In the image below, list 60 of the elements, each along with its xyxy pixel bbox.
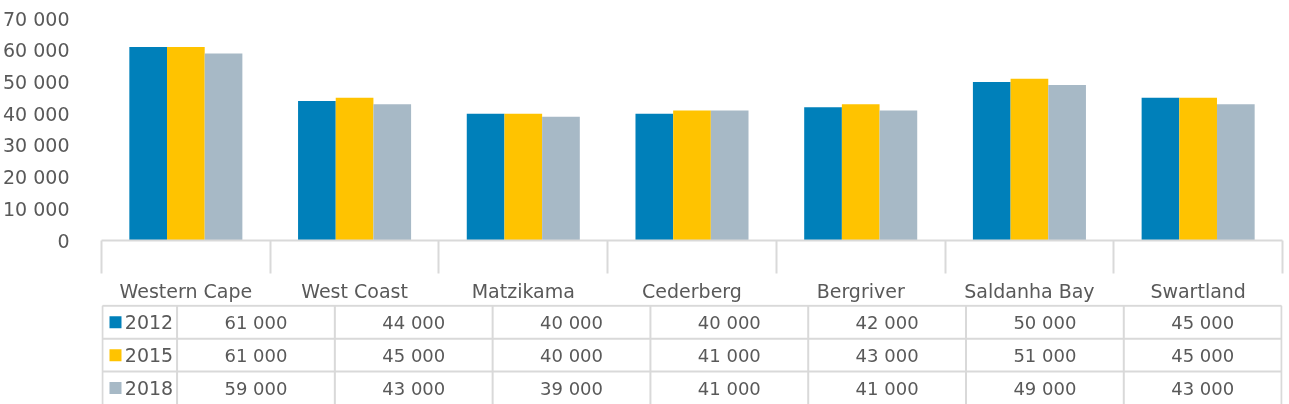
data-label: 41 000 — [697, 344, 761, 366]
data-label: 43 000 — [1171, 377, 1235, 399]
y-tick-label: 30 000 — [3, 134, 70, 157]
x-tick-label: Cederberg — [642, 279, 742, 302]
bar — [1216, 104, 1255, 241]
y-tick-label: 50 000 — [3, 70, 70, 93]
x-tick-label: West Coast — [301, 279, 408, 302]
y-tick-label: 10 000 — [3, 197, 70, 220]
bar — [335, 97, 374, 241]
data-label: 43 000 — [382, 377, 446, 399]
y-tick-label: 40 000 — [3, 102, 70, 125]
data-label: 43 000 — [855, 344, 919, 366]
data-label: 41 000 — [697, 377, 761, 399]
x-tick-label: Swartland — [1150, 279, 1246, 302]
data-label: 40 000 — [697, 311, 761, 333]
bar — [673, 110, 711, 241]
x-tick-label: Western Cape — [119, 279, 253, 302]
bar — [542, 116, 580, 241]
legend-label: 2015 — [124, 344, 174, 367]
bar — [841, 104, 880, 241]
x-tick-label: Matzikama — [471, 279, 575, 302]
bar — [167, 47, 205, 241]
bar — [504, 113, 543, 241]
bar — [804, 107, 842, 241]
legend-label: 2018 — [124, 377, 174, 400]
y-tick-label: 20 000 — [3, 166, 70, 189]
bar — [129, 47, 168, 241]
data-label: 45 000 — [1171, 311, 1235, 333]
data-label: 39 000 — [540, 377, 604, 399]
data-label: 40 000 — [540, 344, 604, 366]
x-tick-label: Saldanha Bay — [964, 279, 1095, 302]
data-label: 44 000 — [382, 311, 446, 333]
bar — [1048, 85, 1086, 241]
x-tick-label: Bergriver — [816, 279, 905, 302]
data-label: 50 000 — [1013, 311, 1077, 333]
bar — [1179, 97, 1217, 241]
bar — [710, 110, 749, 241]
bar — [879, 110, 918, 241]
bar — [1141, 97, 1180, 241]
data-label: 61 000 — [224, 344, 288, 366]
bar — [298, 100, 336, 241]
bar — [635, 113, 674, 241]
bar — [204, 53, 243, 241]
data-label: 45 000 — [1171, 344, 1235, 366]
legend-label: 2012 — [124, 311, 174, 334]
bar — [466, 113, 505, 241]
data-label: 40 000 — [540, 311, 604, 333]
data-label: 49 000 — [1013, 377, 1077, 399]
bar — [373, 104, 412, 241]
data-label: 41 000 — [855, 377, 919, 399]
y-tick-label: 60 000 — [3, 39, 70, 62]
data-label: 61 000 — [224, 311, 288, 333]
data-label: 51 000 — [1013, 344, 1077, 366]
data-label: 59 000 — [224, 377, 288, 399]
bar — [972, 81, 1011, 241]
bar — [1010, 78, 1049, 241]
y-tick-label: 0 — [57, 229, 70, 252]
data-label: 45 000 — [382, 344, 446, 366]
y-tick-label: 70 000 — [3, 7, 70, 30]
data-label: 42 000 — [855, 311, 919, 333]
